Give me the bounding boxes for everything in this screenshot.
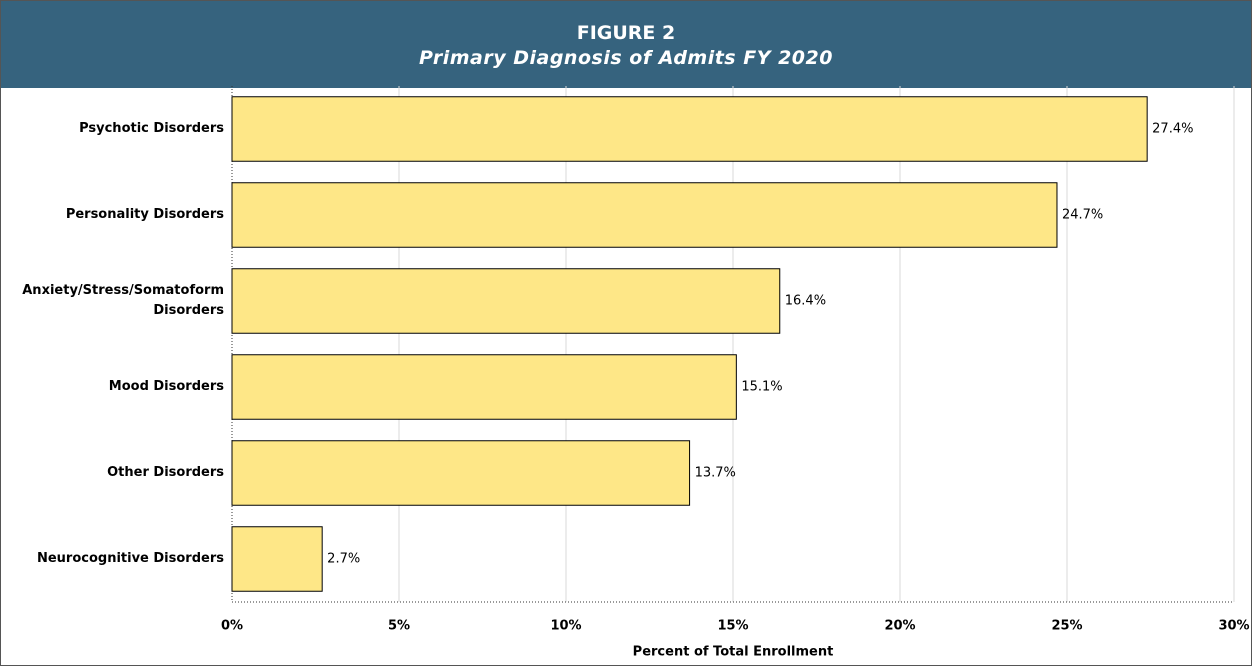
x-axis-label: Percent of Total Enrollment (633, 645, 834, 660)
value-label: 2.7% (327, 552, 360, 567)
y-tick-label: Neurocognitive Disorders (36, 551, 224, 566)
x-tick-label: 25% (1051, 619, 1082, 634)
y-tick-label: Psychotic Disorders (79, 121, 224, 136)
x-tick-label: 10% (550, 619, 581, 634)
bar (231, 268, 781, 334)
chart-title: FIGURE 2 (576, 22, 676, 44)
y-tick-label: Mood Disorders (108, 379, 224, 394)
value-label: 15.1% (741, 380, 782, 395)
value-label: 13.7% (695, 466, 736, 481)
x-tick-label: 30% (1218, 619, 1249, 634)
y-tick-label: Anxiety/Stress/Somatoform Disorders (22, 283, 224, 318)
bar (231, 182, 1058, 248)
value-label: 27.4% (1152, 122, 1193, 137)
bar (231, 96, 1148, 162)
bar (231, 440, 691, 506)
value-label: 24.7% (1062, 208, 1103, 223)
y-tick-label: Other Disorders (107, 465, 224, 480)
x-tick-label: 15% (717, 619, 748, 634)
header: FIGURE 2 Primary Diagnosis of Admits FY … (0, 0, 1252, 88)
bar (231, 354, 737, 420)
bar (231, 526, 323, 592)
x-tick-label: 0% (221, 619, 243, 634)
y-tick-label: Personality Disorders (65, 207, 224, 222)
x-tick-label: 5% (388, 619, 410, 634)
x-tick-label: 20% (884, 619, 915, 634)
value-label: 16.4% (785, 294, 826, 309)
chart-subtitle: Primary Diagnosis of Admits FY 2020 (419, 47, 833, 69)
